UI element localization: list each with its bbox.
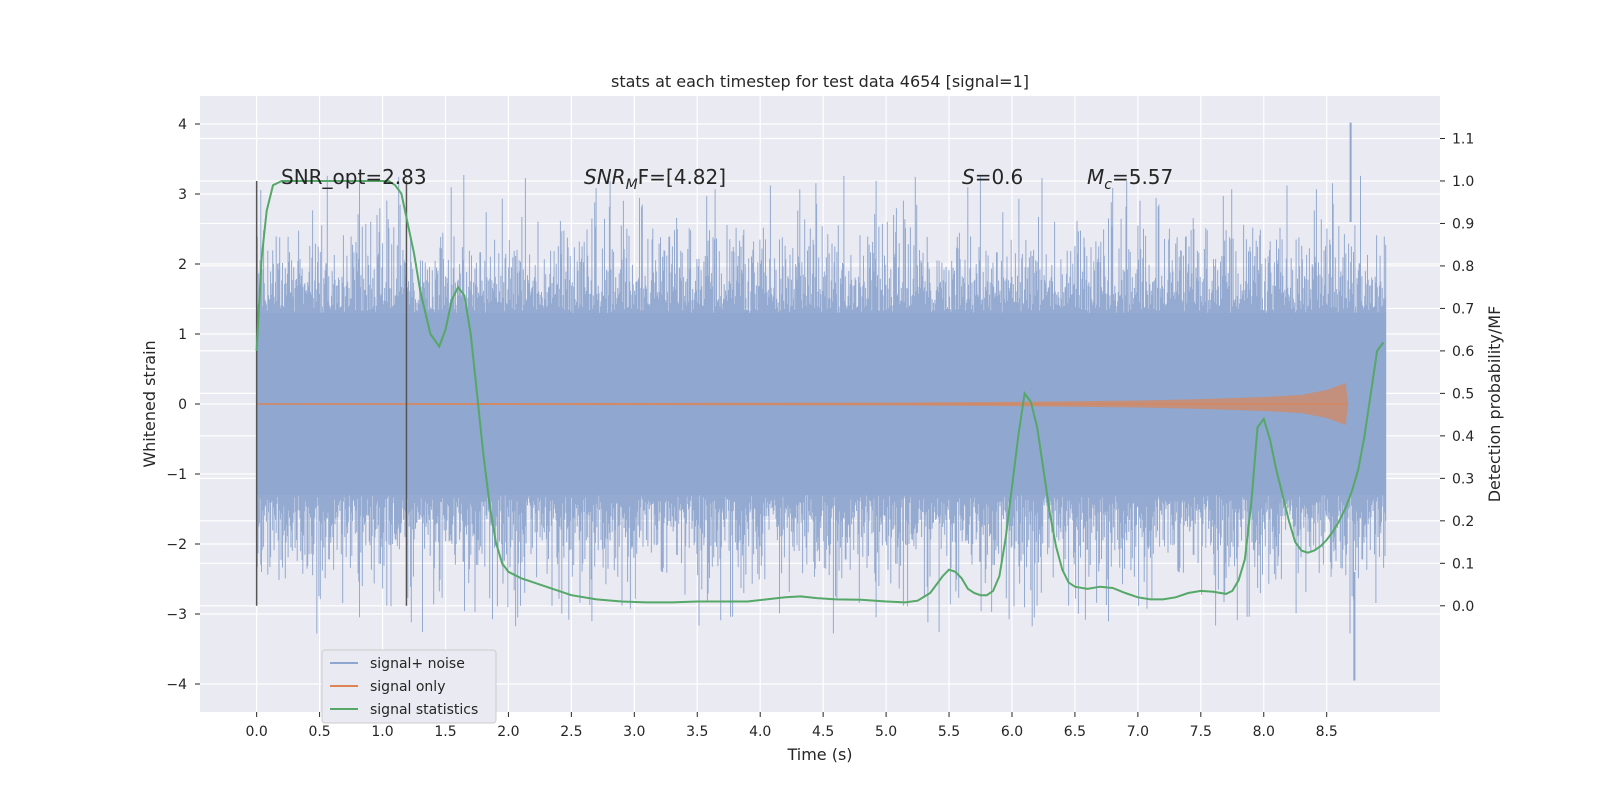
series-signal-only	[256, 383, 1349, 425]
legend-label-signal-only: signal only	[370, 679, 445, 695]
y-tick-label-7: 3	[178, 187, 187, 203]
annotation-snr-opt: SNR_opt=2.83	[281, 165, 427, 189]
y-tick-label-4: 0	[178, 397, 187, 413]
y2-tick-label-2: 0.2	[1452, 514, 1474, 530]
chart-title: stats at each timestep for test data 465…	[611, 72, 1029, 91]
annotation-mc-base: M	[1087, 165, 1104, 189]
annotation-mc: Mc=5.57	[1087, 165, 1173, 193]
y2-tick-label-1: 0.1	[1452, 556, 1474, 572]
y-tick-label-0: −4	[166, 677, 187, 693]
y2-tick-label-6: 0.6	[1452, 344, 1474, 360]
legend-label-signal-statistics: signal statistics	[370, 702, 478, 718]
annotation-snr-mf-rest: F=[4.82]	[638, 165, 726, 189]
x-tick-label-5: 2.5	[560, 724, 582, 740]
y2-tick-label-7: 0.7	[1452, 301, 1474, 317]
y-tick-label-2: −2	[166, 537, 187, 553]
x-tick-label-6: 3.0	[623, 724, 645, 740]
x-tick-label-13: 6.5	[1064, 724, 1086, 740]
annotation-mc-rest: =5.57	[1112, 165, 1173, 189]
series-signal-statistics	[255, 180, 1385, 604]
y2-tick-label-8: 0.8	[1452, 259, 1474, 275]
marker-lines	[255, 180, 408, 606]
x-tick-label-1: 0.5	[308, 724, 330, 740]
y-tick-label-6: 2	[178, 257, 187, 273]
x-tick-label-4: 2.0	[497, 724, 519, 740]
annotation-snr-mf: SNRMF=[4.82]	[584, 165, 726, 193]
annotation-s-italic: S	[962, 165, 975, 189]
statistics-line	[255, 180, 1385, 604]
y-tick-label-1: −3	[166, 607, 187, 623]
y2-axis-label: Detection probability/MF	[1485, 306, 1504, 503]
x-tick-label-15: 7.5	[1190, 724, 1212, 740]
x-tick-label-9: 4.5	[812, 724, 834, 740]
annotation-snr-mf-base: SNR	[584, 165, 626, 189]
x-tick-label-10: 5.0	[875, 724, 897, 740]
x-tick-label-2: 1.0	[371, 724, 393, 740]
y2-tick-label-9: 0.9	[1452, 216, 1474, 232]
x-tick-label-7: 3.5	[686, 724, 708, 740]
y2-tick-label-11: 1.1	[1452, 131, 1474, 147]
y2-axis-ticks: 0.0 0.1 0.2 0.3 0.4 0.5 0.6 0.7 0.8 0.9 1.0 1.1	[1440, 131, 1474, 615]
x-tick-label-11: 5.5	[938, 724, 960, 740]
y2-tick-label-4: 0.4	[1452, 429, 1474, 445]
annotation-s: S=0.6	[962, 165, 1023, 189]
annotation-snr-mf-sub: M	[626, 177, 638, 193]
y-axis-label: Whitened strain	[140, 340, 159, 467]
y2-tick-label-5: 0.5	[1452, 386, 1474, 402]
y2-tick-label-0: 0.0	[1452, 599, 1474, 615]
y-tick-label-8: 4	[178, 117, 187, 133]
y2-tick-label-3: 0.3	[1452, 471, 1474, 487]
x-tick-label-16: 8.0	[1253, 724, 1275, 740]
x-tick-label-14: 7.0	[1127, 724, 1149, 740]
x-axis-label: Time (s)	[786, 745, 852, 764]
y2-tick-label-10: 1.0	[1452, 174, 1474, 190]
y-axis-ticks: −4 −3 −2 −1 0 1 2 3 4	[166, 117, 200, 693]
annotation-s-rest: =0.6	[975, 165, 1024, 189]
legend-label-signal-plus-noise: signal+ noise	[370, 656, 465, 672]
x-tick-label-3: 1.5	[434, 724, 456, 740]
x-axis-ticks: 0.0 0.5 1.0 1.5 2.0 2.5 3.0 3.5 4.0 4.5 5.0 5.5 6.0 6…	[246, 712, 1338, 740]
x-tick-label-12: 6.0	[1001, 724, 1023, 740]
annotation-mc-sub: c	[1104, 177, 1112, 193]
y-tick-label-5: 1	[178, 327, 187, 343]
x-tick-label-17: 8.5	[1316, 724, 1338, 740]
x-tick-label-8: 4.0	[749, 724, 771, 740]
x-tick-label-0: 0.0	[246, 724, 268, 740]
y-tick-label-3: −1	[166, 467, 187, 483]
legend: signal+ noise signal only signal statist…	[321, 649, 497, 724]
legend-box	[321, 649, 497, 724]
